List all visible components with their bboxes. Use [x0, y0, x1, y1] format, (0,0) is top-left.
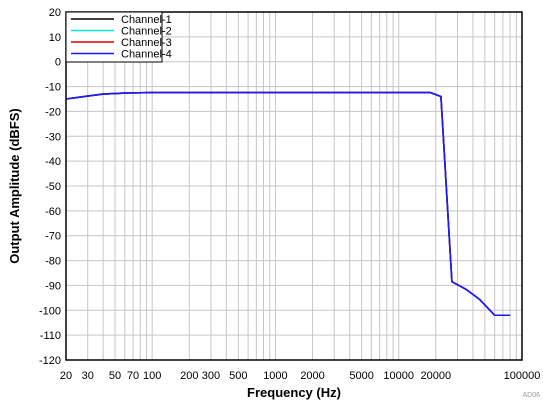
legend-label: Channel-2: [121, 26, 172, 38]
x-tick-label: 500: [229, 370, 247, 382]
y-tick-label: -120: [39, 355, 61, 367]
x-tick-label: 300: [202, 370, 220, 382]
y-axis-tick-labels: 20 10 0 -10 -20 -30 -40 -50 -60 -70 -80 -90 -100 -110…: [39, 7, 61, 367]
series-line: [65, 91, 511, 317]
x-axis-tick-labels: 20 30 50 70 100 200 300 500 1000 2000 5000 10000 200…: [60, 370, 540, 382]
x-tick-label: 30: [82, 370, 94, 382]
x-tick-label: 20: [60, 370, 72, 382]
y-tick-label: -50: [45, 181, 61, 193]
x-tick-label: 1000: [263, 370, 287, 382]
x-tick-label: 20000: [421, 370, 452, 382]
y-tick-label: -10: [45, 82, 61, 94]
y-tick-label: -40: [45, 156, 61, 168]
x-axis-label: Frequency (Hz): [247, 385, 341, 400]
y-tick-label: 10: [49, 32, 61, 44]
x-tick-label: 50: [109, 370, 121, 382]
legend-label: Channel-3: [121, 37, 172, 49]
y-axis-label: Output Amplitude (dBFS): [7, 108, 22, 264]
y-tick-label: -30: [45, 131, 61, 143]
legend-label: Channel-1: [121, 14, 172, 26]
y-tick-label: -90: [45, 280, 61, 292]
x-tick-label: 70: [127, 370, 139, 382]
y-tick-label: -60: [45, 206, 61, 218]
y-tick-label: 20: [49, 7, 61, 19]
plot-frame: [65, 11, 523, 361]
y-tick-label: -110: [40, 330, 61, 342]
figure-id-watermark: AD06: [522, 392, 540, 399]
legend-label: Channel-4: [121, 49, 172, 61]
y-tick-label: -80: [45, 256, 61, 268]
series-lines: [65, 91, 511, 317]
x-tick-label: 100: [143, 370, 161, 382]
x-tick-label: 5000: [349, 370, 373, 382]
y-tick-label: -70: [45, 231, 61, 243]
x-tick-label: 200: [180, 370, 198, 382]
x-tick-label: 2000: [300, 370, 324, 382]
x-tick-label: 10000: [383, 370, 414, 382]
y-tick-label: -100: [39, 305, 61, 317]
y-tick-label: 0: [55, 57, 61, 69]
x-tick-label: 100000: [504, 370, 541, 382]
y-tick-label: -20: [45, 106, 61, 118]
